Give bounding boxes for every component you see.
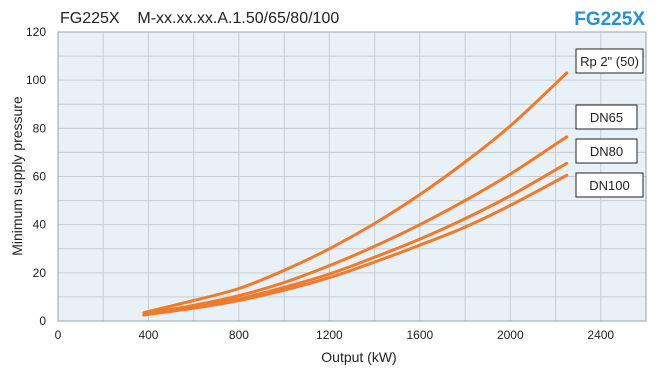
series-label-3: DN80 [575,138,638,164]
series-label-box [575,138,638,164]
y-tick-label: 80 [33,121,47,135]
x-tick-label: 800 [229,328,249,342]
y-tick-label: 0 [39,314,46,328]
x-tick-label: 2000 [497,328,524,342]
series-lines [142,71,569,317]
series-label-text: DN80 [590,144,623,159]
grid-lines [57,31,647,322]
x-tick-label: 1200 [316,328,343,342]
series-label-1: Rp 2" (50) [575,48,644,74]
series-line-2 [142,135,569,316]
y-tick-label: 100 [26,73,46,87]
x-axis-label: Output (kW) [321,349,396,365]
series-label-text: DN100 [589,178,629,193]
series-label-box [575,104,638,130]
series-labels: Rp 2" (50) DN65 DN80 DN100 [575,48,644,198]
series-label-box [575,172,644,198]
series-label-text: Rp 2" (50) [580,54,639,69]
y-axis-ticks: 0 20 40 60 80 100 120 [26,25,46,328]
y-tick-label: 60 [33,170,47,184]
series-label-text: DN65 [590,110,623,125]
chart-title: FG225X M-xx.xx.xx.A.1.50/65/80/100 [60,10,339,27]
series-line-4 [142,173,569,317]
y-axis-label: Minimum supply pressure [9,96,25,256]
y-tick-label: 120 [26,25,46,39]
y-tick-label: 20 [33,266,47,280]
brand-title: FG225X [574,9,645,30]
series-label-2: DN65 [575,104,638,130]
x-axis-ticks: 0 400 800 1200 1600 2000 2400 [55,328,615,342]
x-tick-label: 2400 [587,328,614,342]
x-tick-label: 400 [138,328,158,342]
x-tick-label: 1600 [406,328,433,342]
series-label-4: DN100 [575,172,644,198]
x-tick-label: 0 [55,328,62,342]
y-tick-label: 40 [33,218,47,232]
plot-border [57,31,647,322]
series-line-1 [142,71,569,315]
series-label-box [575,48,644,74]
